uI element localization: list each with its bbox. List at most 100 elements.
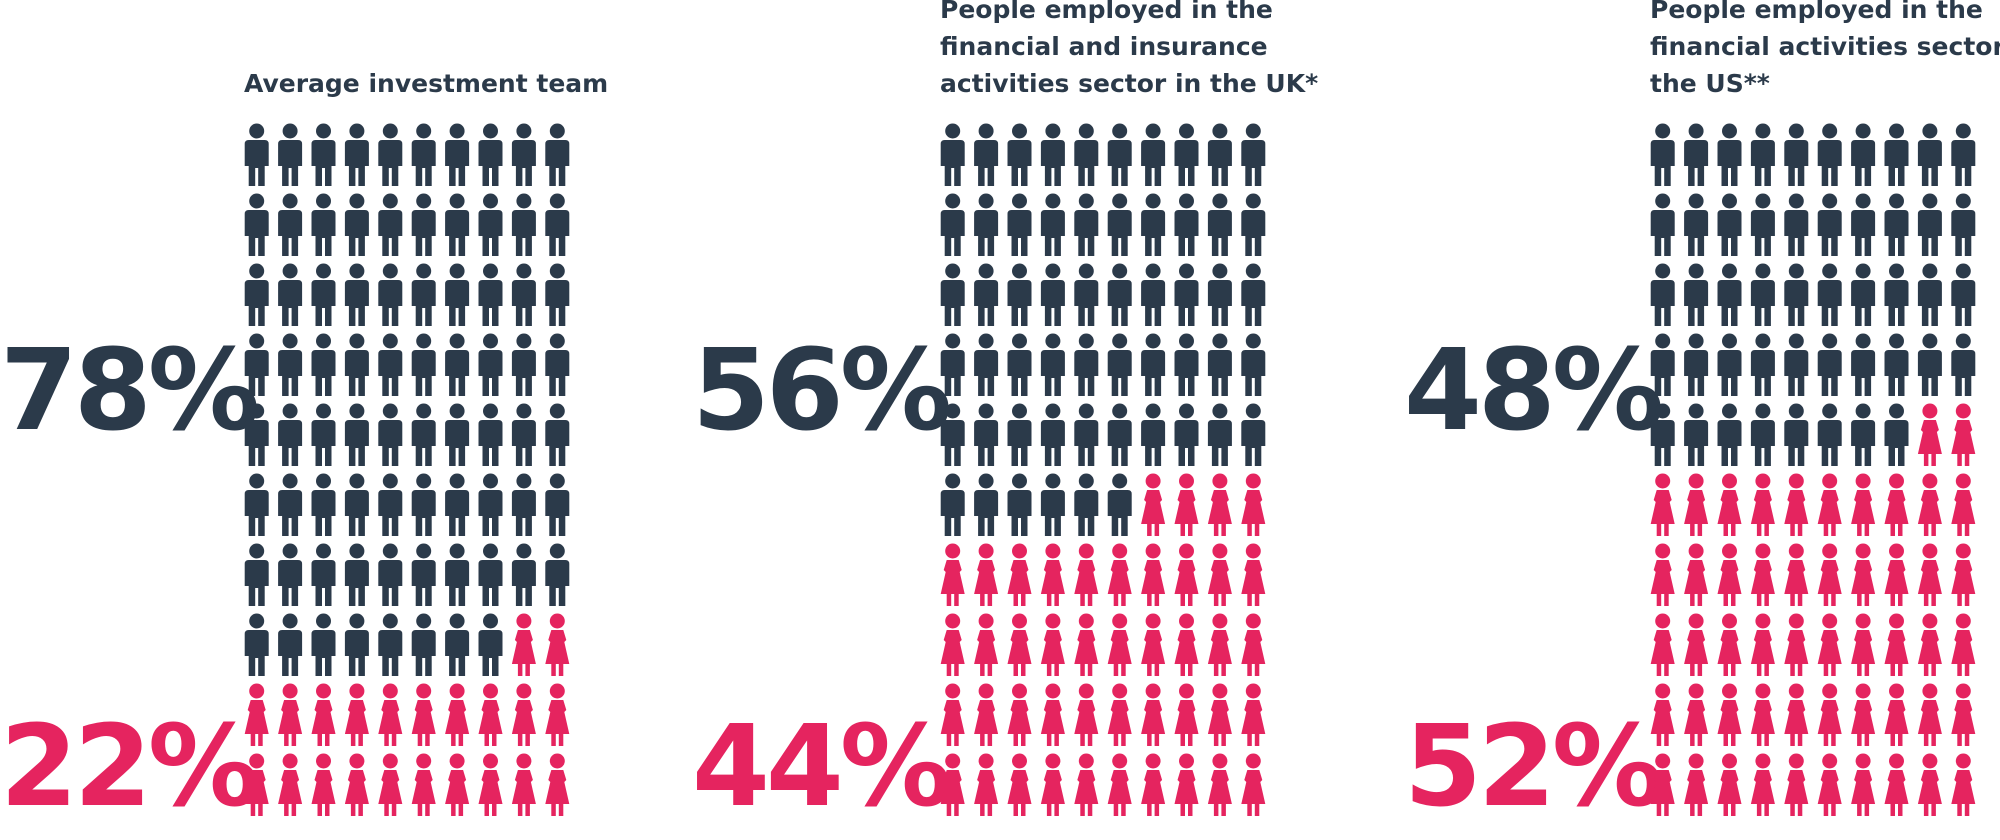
icon-head xyxy=(978,333,994,349)
icon-head xyxy=(1788,403,1804,419)
man-icon xyxy=(1784,333,1809,396)
icon-body xyxy=(411,420,436,466)
icon-body xyxy=(1107,630,1132,676)
icon-head xyxy=(945,613,961,629)
icon-body xyxy=(1684,560,1709,606)
icon-head xyxy=(1078,613,1094,629)
man-icon xyxy=(244,263,269,326)
icon-head xyxy=(1955,403,1971,419)
icon-body xyxy=(1717,630,1742,676)
icon-head xyxy=(249,753,265,769)
icon-head xyxy=(1212,123,1228,139)
icon-body xyxy=(1074,350,1099,396)
icon-body xyxy=(1817,140,1842,186)
icon-body xyxy=(1951,140,1976,186)
man-icon xyxy=(278,123,303,186)
icon-body xyxy=(1784,770,1809,816)
icon-head xyxy=(1145,753,1161,769)
icon-head xyxy=(416,193,432,209)
icon-body xyxy=(1884,210,1909,256)
icon-body xyxy=(244,210,269,256)
icon-body xyxy=(478,560,503,606)
icon-head xyxy=(1688,263,1704,279)
icon-head xyxy=(1045,193,1061,209)
icon-body xyxy=(445,490,470,536)
man-icon xyxy=(344,613,369,676)
icon-head xyxy=(1112,473,1128,489)
man-icon xyxy=(1851,333,1876,396)
woman-icon xyxy=(511,683,536,746)
icon-head xyxy=(483,193,498,209)
man-icon xyxy=(311,403,336,466)
icon-body xyxy=(1107,420,1132,466)
icon-head xyxy=(1045,123,1061,139)
woman-icon xyxy=(1951,403,1976,466)
icon-body xyxy=(1241,140,1266,186)
icon-body xyxy=(344,630,369,676)
icon-body xyxy=(1074,490,1099,536)
man-icon xyxy=(445,333,470,396)
icon-head xyxy=(449,543,465,559)
woman-icon xyxy=(1851,683,1876,746)
woman-icon xyxy=(940,543,965,606)
icon-head xyxy=(1655,263,1671,279)
man-icon xyxy=(1107,473,1132,536)
icon-head xyxy=(1788,753,1804,769)
man-icon xyxy=(1007,193,1032,256)
icon-body xyxy=(1717,700,1742,746)
icon-head xyxy=(1922,473,1938,489)
woman-icon xyxy=(1174,683,1199,746)
icon-head xyxy=(416,333,432,349)
icon-body xyxy=(378,350,403,396)
man-icon xyxy=(311,333,336,396)
man-icon xyxy=(974,123,999,186)
woman-icon xyxy=(1684,473,1709,536)
woman-icon xyxy=(1784,613,1809,676)
man-icon xyxy=(411,613,436,676)
icon-body xyxy=(1951,210,1976,256)
icon-head xyxy=(1688,473,1704,489)
icon-body xyxy=(244,770,269,816)
icon-head xyxy=(483,613,498,629)
icon-head xyxy=(1145,263,1161,279)
panel-title: Average investment team xyxy=(244,69,608,98)
icon-head xyxy=(1822,473,1838,489)
man-icon xyxy=(545,123,570,186)
woman-icon xyxy=(1174,753,1199,816)
man-icon xyxy=(1717,123,1742,186)
man-icon xyxy=(1241,263,1266,326)
icon-head xyxy=(382,683,398,699)
icon-body xyxy=(1951,700,1976,746)
icon-head xyxy=(1179,123,1194,139)
icon-body xyxy=(545,770,570,816)
man-icon xyxy=(1141,333,1166,396)
icon-body xyxy=(311,210,336,256)
icon-body xyxy=(1207,420,1232,466)
icon-head xyxy=(945,543,961,559)
woman-icon xyxy=(1040,683,1065,746)
icon-body xyxy=(974,280,999,326)
icon-head xyxy=(516,123,532,139)
icon-body xyxy=(1817,210,1842,256)
man-icon xyxy=(478,263,503,326)
woman-icon xyxy=(1650,613,1675,676)
icon-body xyxy=(1141,140,1166,186)
icon-head xyxy=(1245,333,1261,349)
icon-head xyxy=(1145,333,1161,349)
icon-body xyxy=(1784,490,1809,536)
man-icon xyxy=(411,333,436,396)
icon-body xyxy=(1141,350,1166,396)
woman-icon xyxy=(511,753,536,816)
man-icon xyxy=(1951,263,1976,326)
icon-body xyxy=(1784,350,1809,396)
woman-icon xyxy=(1717,753,1742,816)
woman-icon xyxy=(1784,543,1809,606)
man-icon xyxy=(478,613,503,676)
icon-body xyxy=(1750,700,1775,746)
icon-body xyxy=(344,140,369,186)
man-icon xyxy=(311,263,336,326)
icon-body xyxy=(1040,770,1065,816)
icon-head xyxy=(382,473,398,489)
icon-body xyxy=(244,140,269,186)
